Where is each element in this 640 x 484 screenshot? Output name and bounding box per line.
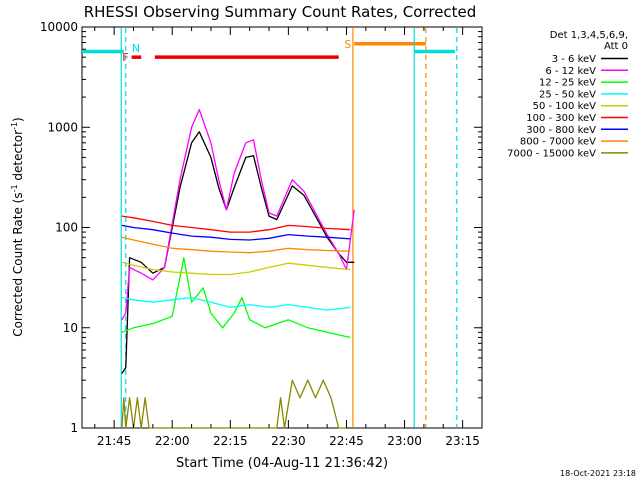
- legend-entry-label: 12 - 25 keV: [539, 78, 596, 89]
- x-tick-label: 22:30: [271, 434, 306, 448]
- y-tick-label: 1: [70, 421, 78, 435]
- legend-entry-label: 800 - 7000 keV: [520, 137, 596, 148]
- legend-entry-label: 25 - 50 keV: [539, 89, 596, 100]
- x-axis: 21:45 22:00 22:15 22:30 22:45 23:00 23:15: [94, 27, 483, 448]
- series-line: [121, 296, 351, 311]
- x-tick-label: 23:00: [387, 434, 422, 448]
- y-axis-label-exp1: -1: [10, 184, 19, 192]
- x-tick-label: 22:45: [329, 434, 364, 448]
- y-axis-label-prefix: Corrected Count Rate (s: [11, 192, 25, 336]
- series-line: [121, 257, 351, 339]
- x-tick-label: 22:15: [213, 434, 248, 448]
- x-tick-label: 23:15: [445, 434, 480, 448]
- plot-frame: [81, 26, 483, 429]
- y-axis: 1 10 100 1000 10000: [40, 20, 482, 435]
- y-tick-label: 100: [55, 221, 78, 235]
- timestamp: 18-Oct-2021 23:18: [560, 469, 636, 478]
- series-line: [121, 108, 355, 321]
- y-axis-label-exp2: -1: [10, 122, 19, 130]
- series-line: [121, 224, 351, 241]
- data-series: [121, 108, 355, 429]
- legend-entry-label: 6 - 12 keV: [545, 66, 596, 77]
- legend-entry-label: 50 - 100 keV: [533, 101, 597, 112]
- legend-header: Det 1,3,4,5,6,9,: [550, 30, 628, 41]
- legend-header: Att 0: [604, 41, 628, 52]
- series-line: [121, 215, 351, 233]
- event-marker-label: N: [132, 42, 140, 55]
- observing-bar-label: S: [344, 38, 351, 51]
- legend-entry-label: 7000 - 15000 keV: [507, 148, 596, 159]
- legend-entry-label: 300 - 800 keV: [526, 125, 596, 136]
- x-tick-label: 21:45: [97, 434, 132, 448]
- event-markers: N: [120, 28, 458, 427]
- series-line: [121, 261, 351, 276]
- y-tick-label: 1000: [47, 120, 78, 134]
- x-tick-label: 22:00: [155, 434, 190, 448]
- chart-title: RHESSI Observing Summary Count Rates, Co…: [84, 3, 477, 21]
- y-tick-label: 10: [63, 321, 78, 335]
- x-axis-label: Start Time (04-Aug-11 21:36:42): [176, 456, 388, 471]
- y-axis-label: Corrected Count Rate (s-1 detector-1): [10, 117, 25, 336]
- series-line: [121, 379, 347, 429]
- y-tick-label: 10000: [40, 20, 78, 34]
- y-axis-label-mid: detector: [11, 130, 25, 185]
- legend-entry-label: 100 - 300 keV: [526, 113, 596, 124]
- legend-entry-label: 3 - 6 keV: [552, 54, 596, 65]
- series-line: [121, 236, 351, 254]
- y-axis-label-suffix: ): [11, 117, 25, 122]
- series-line: [121, 131, 355, 374]
